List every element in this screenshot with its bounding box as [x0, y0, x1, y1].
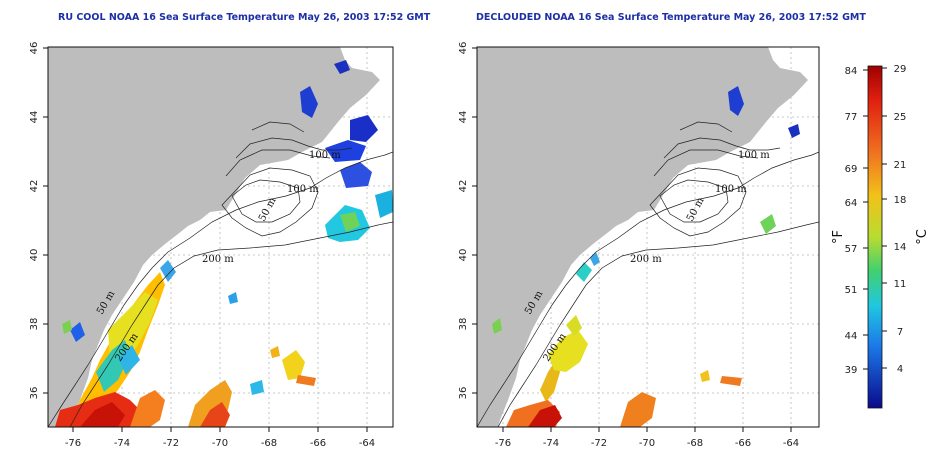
celsius-tick-label: 25 — [894, 112, 907, 123]
celsius-tick-label: 14 — [894, 242, 907, 253]
right-contour-label-100m-lower: 100 m — [715, 184, 747, 195]
colorbar-celsius-labels: 29 25 21 18 14 11 7 4 — [894, 64, 907, 375]
right-x-tick-labels: -76 -74 -72 -70 -68 -66 -64 — [495, 438, 799, 449]
left-axis-ticks — [43, 47, 368, 432]
left-x-tick-label: -76 — [65, 438, 81, 449]
left-x-tick-label: -66 — [310, 438, 326, 449]
right-map-border — [476, 46, 820, 428]
left-sst-patches — [48, 60, 393, 427]
left-contour-label-100m-upper: 100 m — [309, 150, 341, 161]
fahrenheit-tick-label: 57 — [845, 244, 858, 255]
right-x-tick-label: -70 — [639, 438, 655, 449]
left-map: 100 m 100 m 50 m 200 m 50 m 200 m -76 -7… — [29, 42, 394, 449]
left-y-tick-label: 44 — [29, 111, 40, 124]
left-x-tick-label: -64 — [359, 438, 375, 449]
left-y-tick-label: 38 — [29, 318, 40, 331]
right-y-tick-label: 42 — [458, 180, 469, 193]
fahrenheit-tick-label: 69 — [845, 164, 858, 175]
right-y-tick-label: 38 — [458, 318, 469, 331]
right-x-tick-label: -66 — [735, 438, 751, 449]
right-x-tick-label: -76 — [495, 438, 511, 449]
left-contour-label-100m-lower: 100 m — [287, 184, 319, 195]
right-x-tick-label: -72 — [591, 438, 607, 449]
left-x-tick-labels: -76 -74 -72 -70 -68 -66 -64 — [65, 438, 375, 449]
celsius-tick-label: 4 — [897, 364, 903, 375]
colorbar-ticks — [863, 67, 887, 370]
right-x-tick-label: -74 — [543, 438, 559, 449]
left-x-tick-label: -68 — [261, 438, 277, 449]
celsius-tick-label: 11 — [894, 279, 907, 290]
left-map-title: RU COOL NOAA 16 Sea Surface Temperature … — [58, 12, 431, 23]
fahrenheit-tick-label: 44 — [845, 331, 858, 342]
right-x-tick-label: -64 — [783, 438, 799, 449]
right-y-tick-label: 36 — [458, 387, 469, 400]
fahrenheit-tick-label: 77 — [845, 112, 858, 123]
left-y-tick-label: 36 — [29, 387, 40, 400]
left-y-tick-label: 46 — [29, 42, 40, 55]
right-y-tick-label: 44 — [458, 111, 469, 124]
fahrenheit-tick-label: 84 — [845, 66, 858, 77]
left-x-tick-label: -72 — [163, 438, 179, 449]
fahrenheit-unit-label: °F — [831, 230, 846, 244]
right-map: 100 m 100 m 50 m 200 m 50 m 200 m -76 -7… — [458, 42, 820, 449]
left-contour-label-200m-shelf: 200 m — [202, 254, 234, 265]
celsius-tick-label: 21 — [894, 160, 907, 171]
left-y-tick-label: 42 — [29, 180, 40, 193]
right-contour-label-100m-upper: 100 m — [738, 150, 770, 161]
right-axis-ticks — [472, 47, 792, 432]
celsius-tick-label: 18 — [894, 195, 907, 206]
right-contour-label-200m-shelf: 200 m — [630, 254, 662, 265]
fahrenheit-tick-label: 39 — [845, 365, 858, 376]
right-map-title: DECLOUDED NOAA 16 Sea Surface Temperatur… — [476, 12, 866, 23]
left-y-tick-labels: 36 38 40 42 44 46 — [29, 42, 40, 400]
right-y-tick-label: 46 — [458, 42, 469, 55]
left-x-tick-label: -70 — [212, 438, 228, 449]
colorbar-fahrenheit-labels: 84 77 69 64 57 51 44 39 — [845, 66, 858, 376]
temperature-colorbar: 84 77 69 64 57 51 44 39 29 25 21 18 14 1… — [831, 64, 930, 409]
left-y-tick-label: 40 — [29, 249, 40, 262]
left-x-tick-label: -74 — [114, 438, 130, 449]
celsius-tick-label: 7 — [897, 327, 903, 338]
colorbar-ramp — [867, 65, 883, 409]
left-contours — [48, 121, 393, 427]
fahrenheit-tick-label: 51 — [845, 285, 858, 296]
right-y-tick-label: 40 — [458, 249, 469, 262]
celsius-unit-label: °C — [915, 229, 930, 245]
right-x-tick-label: -68 — [687, 438, 703, 449]
right-y-tick-labels: 36 38 40 42 44 46 — [458, 42, 469, 400]
fahrenheit-tick-label: 64 — [845, 198, 858, 209]
right-sst-patches — [492, 86, 800, 427]
right-contours — [477, 121, 819, 427]
celsius-tick-label: 29 — [894, 64, 907, 75]
